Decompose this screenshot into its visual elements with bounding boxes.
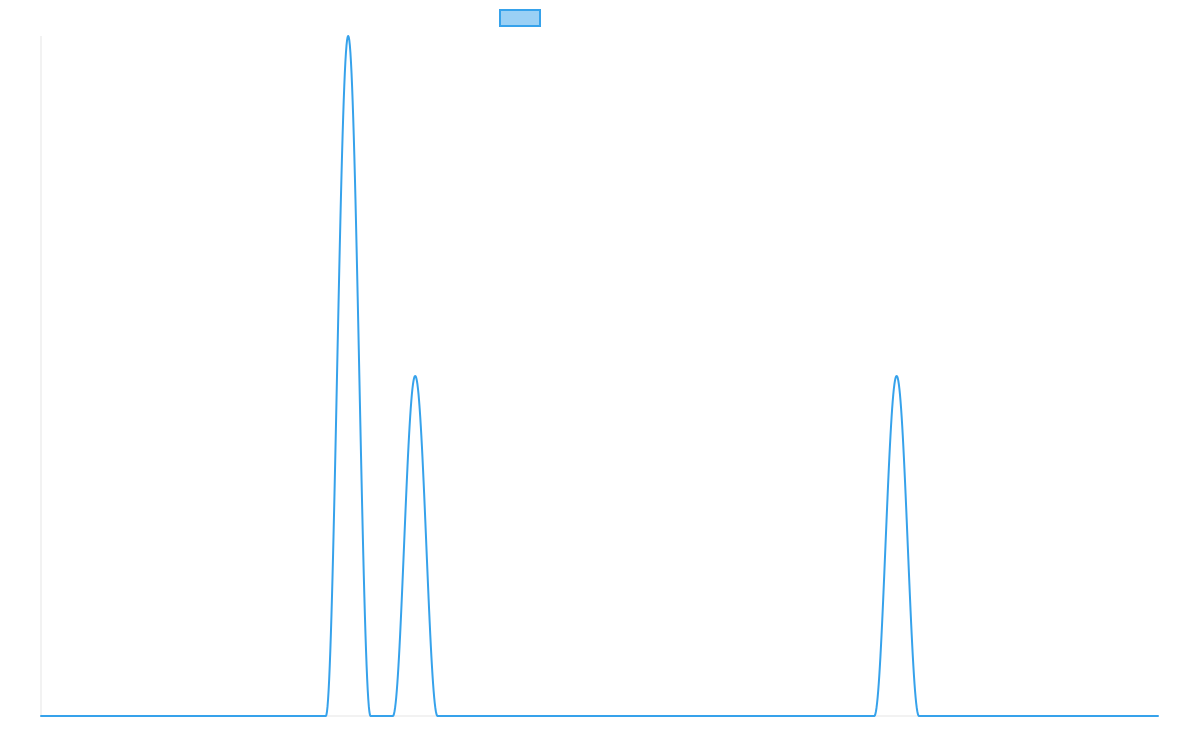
legend-swatch[interactable]	[499, 9, 541, 27]
series-layer	[40, 35, 1159, 717]
series-line-0	[40, 35, 1159, 717]
legend[interactable]	[499, 9, 541, 27]
